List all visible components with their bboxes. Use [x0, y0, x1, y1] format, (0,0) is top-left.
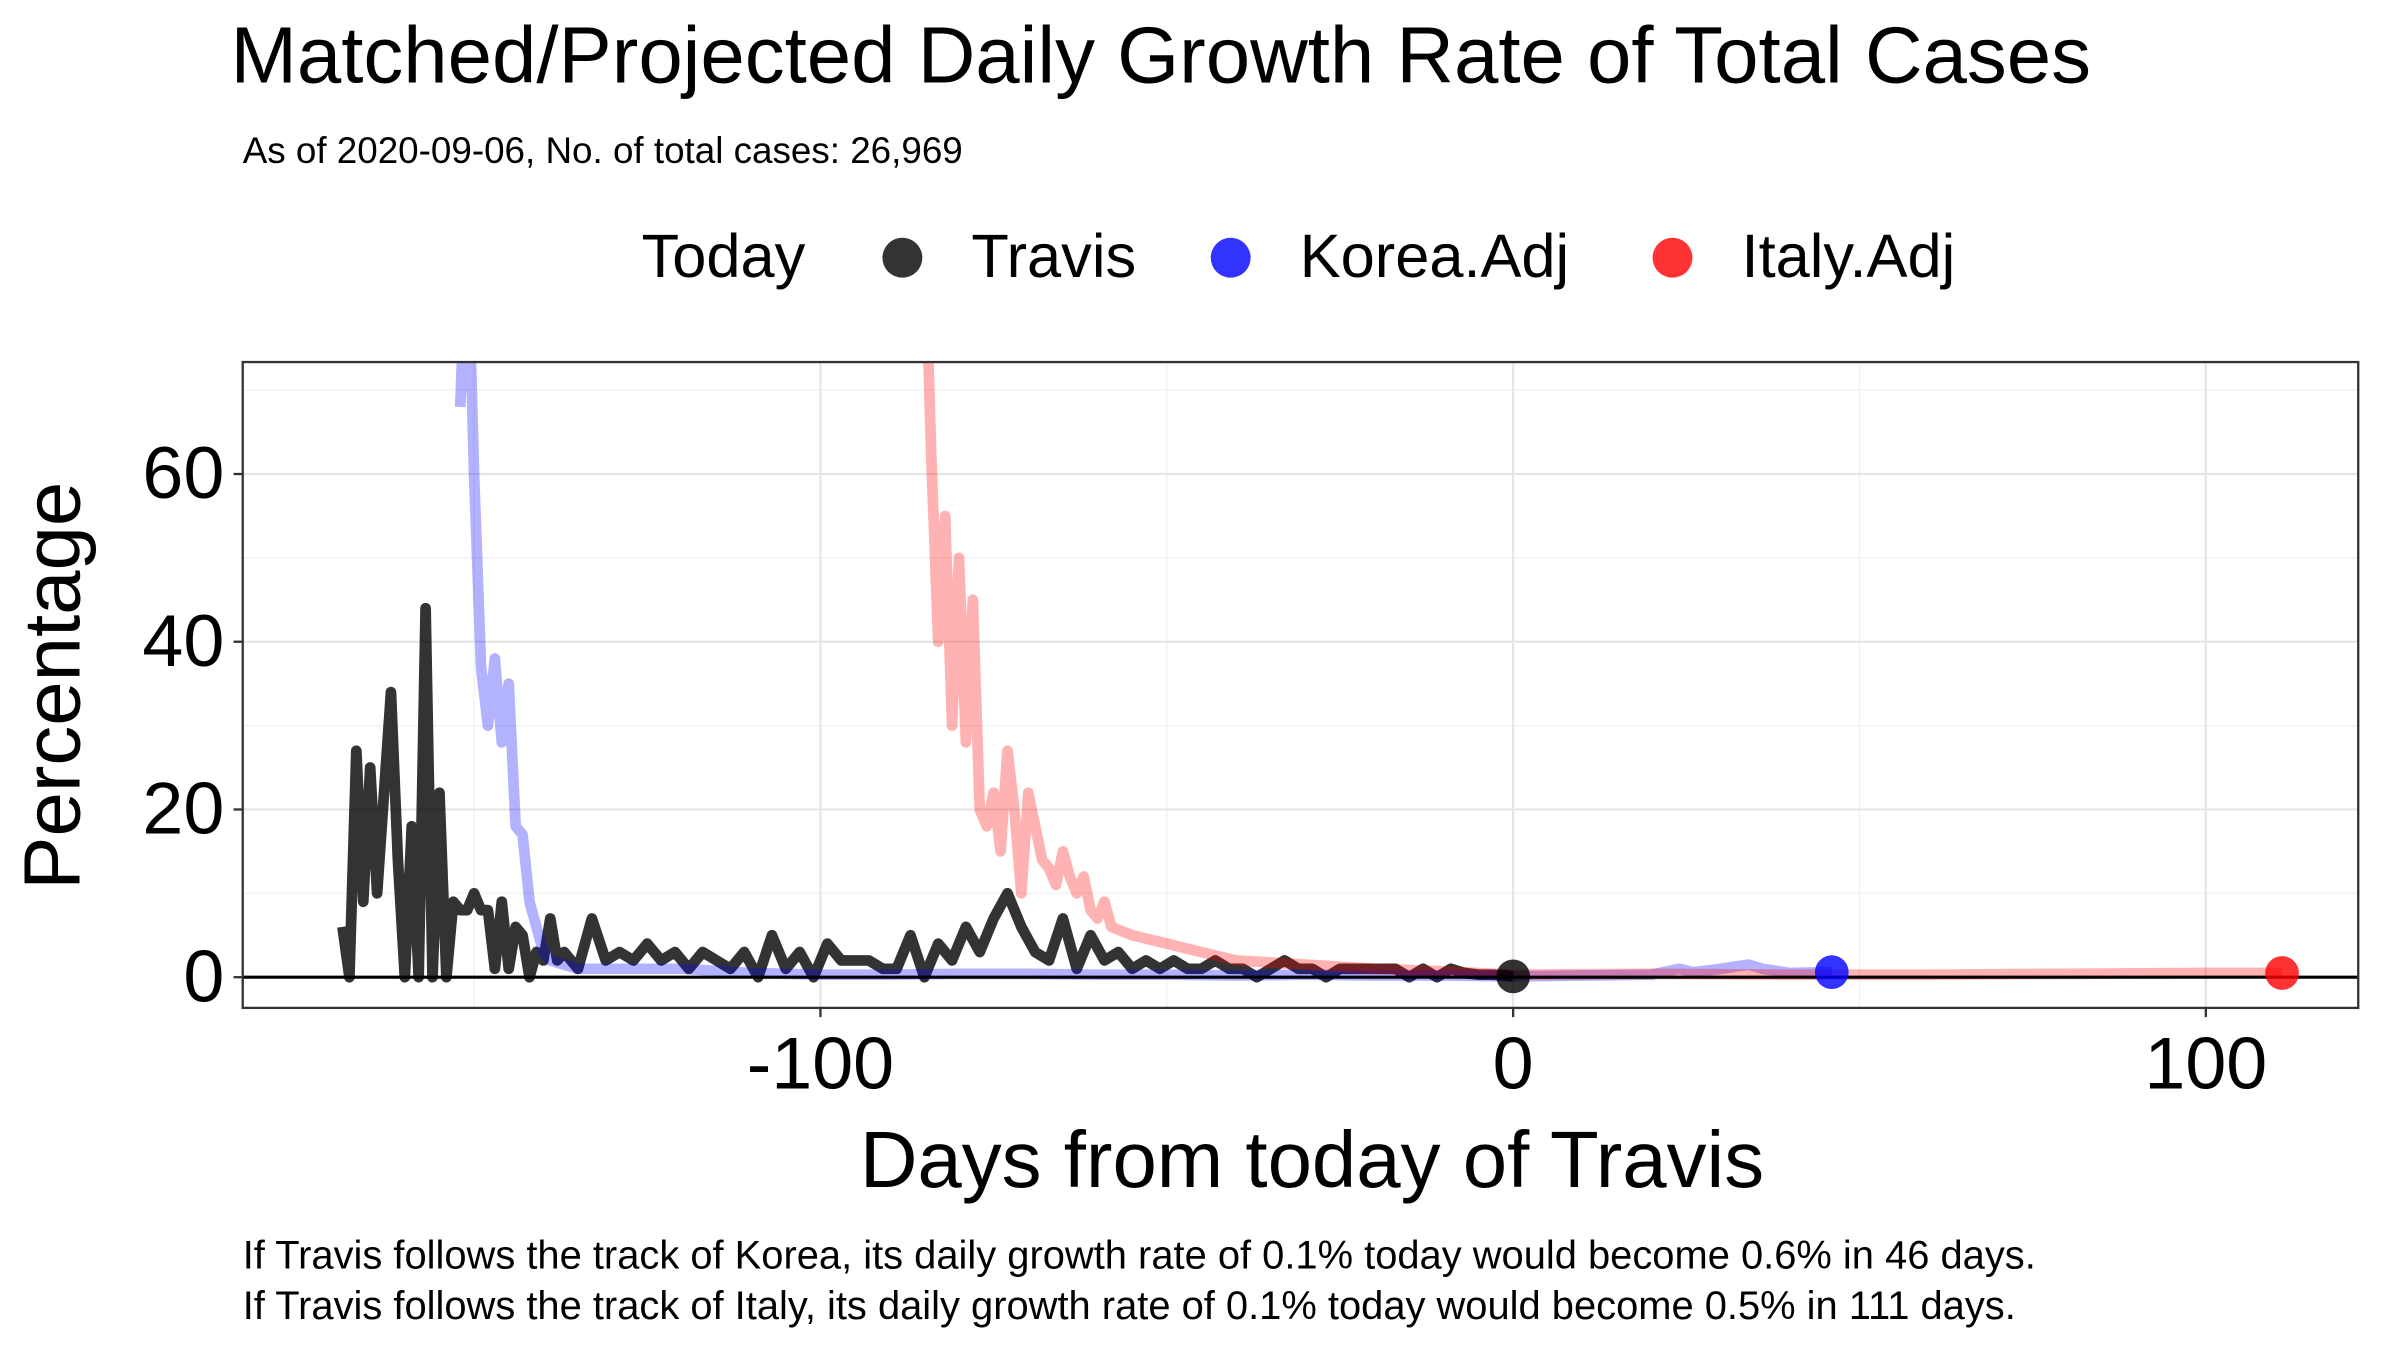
x-axis-title: Days from today of Travis	[860, 1115, 1764, 1204]
chart-title: Matched/Projected Daily Growth Rate of T…	[230, 10, 2091, 99]
series-line	[454, 362, 1832, 982]
axes: -100 0 100 0 20 40 60	[142, 431, 2267, 1105]
legend-marker	[882, 237, 923, 278]
y-tick-label: 40	[142, 599, 224, 682]
subtitle: As of 2020-09-06, No. of total cases: 26…	[243, 130, 963, 171]
y-tick-label: 60	[142, 431, 224, 514]
y-tick-label: 0	[183, 934, 224, 1017]
plot-area	[242, 362, 2359, 994]
x-tick-label: 0	[1493, 1022, 1534, 1105]
today-point	[1814, 955, 1849, 990]
legend-label: Italy.Adj	[1742, 222, 1956, 291]
x-tick-label: 100	[2144, 1022, 2267, 1105]
note: If Travis follows the track of Italy, it…	[243, 1284, 2016, 1328]
legend-marker	[1652, 237, 1693, 278]
legend-marker	[1210, 237, 1251, 278]
y-tick-label: 20	[142, 767, 224, 850]
x-tick-label: -100	[747, 1022, 894, 1105]
today-point	[2265, 956, 2299, 990]
y-axis-title: Percentage	[8, 482, 97, 890]
legend-title: Today	[642, 222, 806, 291]
series-line	[337, 602, 1514, 983]
legend-label: Travis	[971, 222, 1136, 291]
note: If Travis follows the track of Korea, it…	[243, 1233, 2036, 1277]
legend-label: Korea.Adj	[1300, 222, 1569, 291]
plot-border	[241, 360, 2360, 1010]
today-point	[1496, 959, 1531, 994]
series-line	[923, 362, 2283, 981]
